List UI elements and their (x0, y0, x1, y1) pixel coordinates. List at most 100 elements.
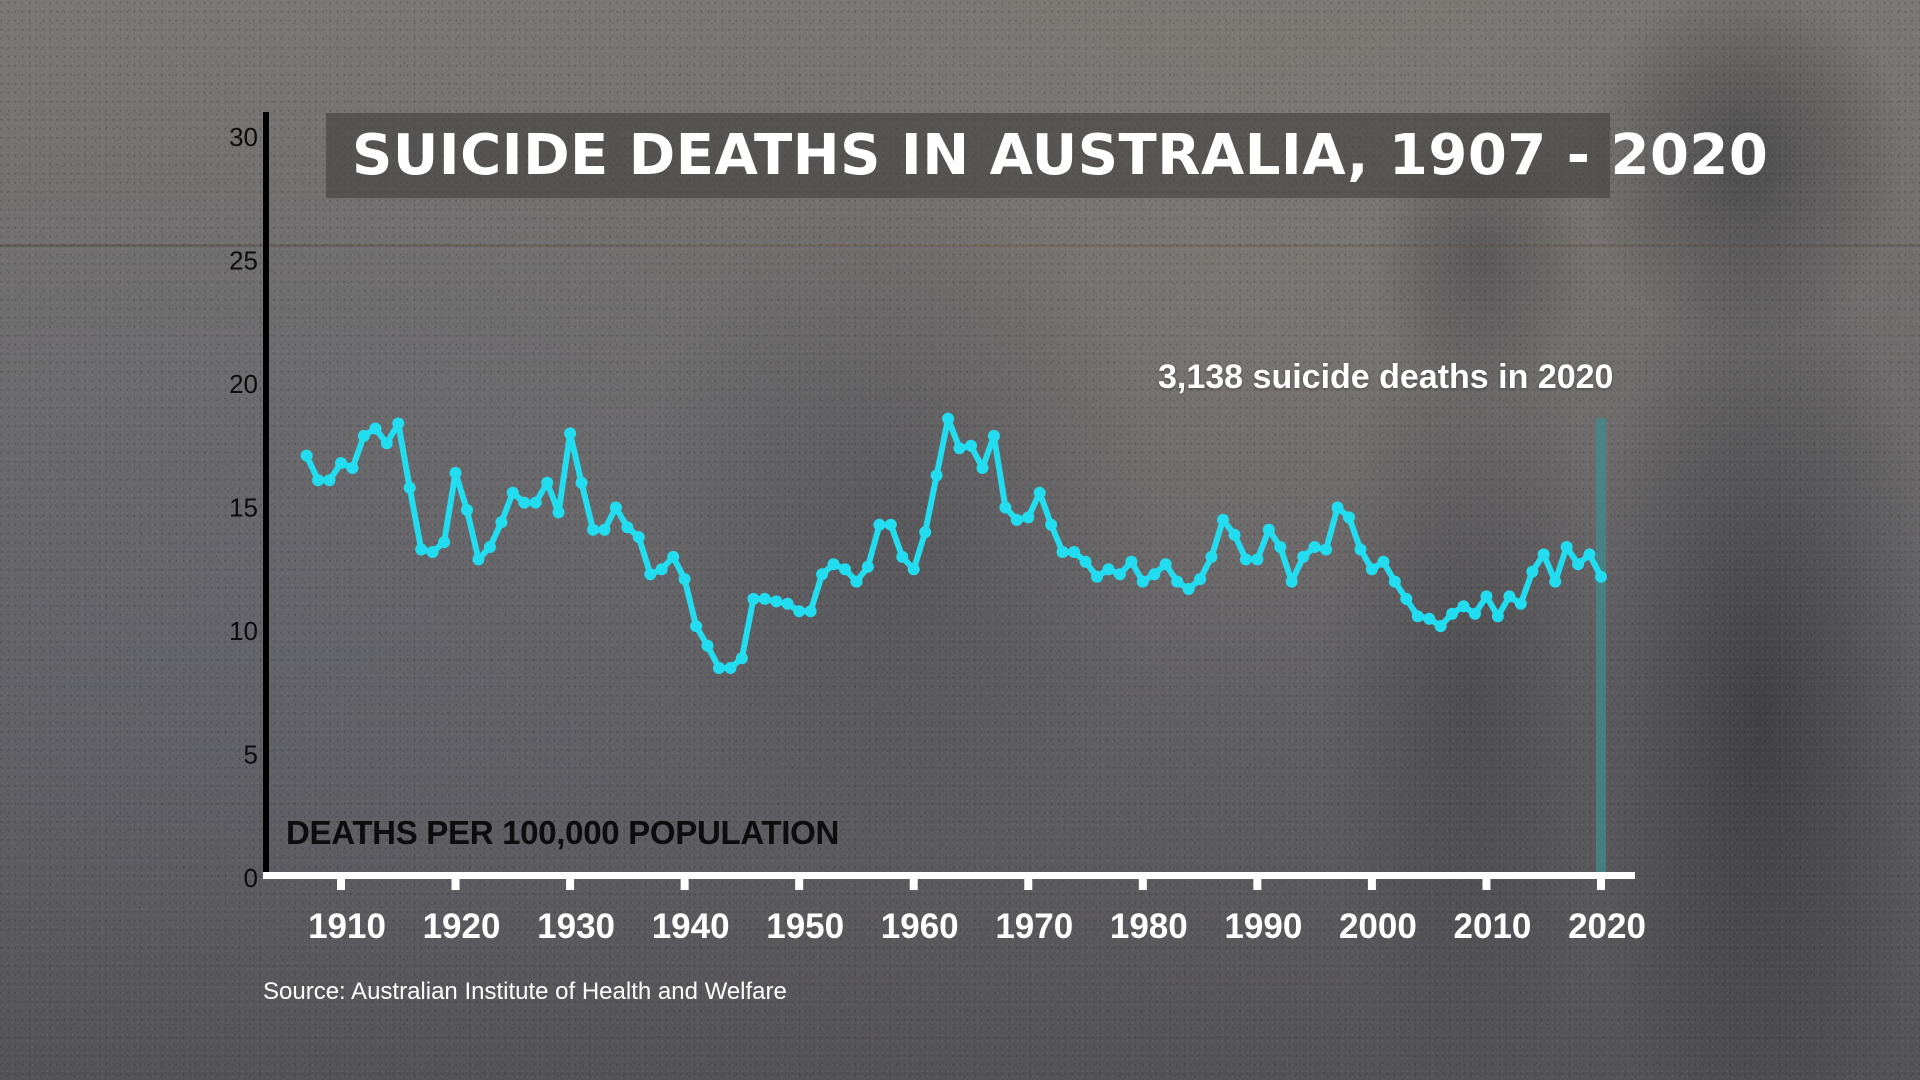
data-point (1480, 590, 1493, 603)
data-point (1526, 565, 1539, 578)
data-point (770, 595, 783, 608)
x-tick-mark (680, 878, 689, 890)
data-point (907, 563, 920, 576)
data-point (1033, 486, 1046, 499)
data-point (747, 592, 760, 605)
data-point (1079, 555, 1092, 568)
data-series (300, 412, 1607, 674)
x-tick-mark (795, 878, 804, 890)
data-point (1045, 518, 1058, 531)
x-tick-label: 1920 (423, 907, 501, 946)
data-point (495, 516, 508, 529)
data-point (1159, 558, 1172, 571)
data-point (1113, 568, 1126, 581)
x-tick-label: 1930 (537, 907, 615, 946)
data-point (839, 563, 851, 576)
marker-bar (1596, 418, 1606, 873)
data-point (1297, 550, 1310, 563)
data-point (1239, 553, 1252, 566)
y-axis-line (263, 112, 269, 879)
data-point (1125, 555, 1138, 568)
data-point (1056, 546, 1069, 558)
y-tick-label: 5 (244, 740, 258, 770)
data-point (1228, 528, 1241, 541)
data-point (1343, 511, 1355, 524)
x-axis-line (263, 872, 1635, 879)
data-point (1285, 575, 1298, 588)
x-tick-mark (451, 878, 460, 890)
data-point (1010, 513, 1023, 526)
data-point (1274, 541, 1287, 553)
data-point (1194, 573, 1207, 586)
data-point (735, 652, 748, 665)
data-point (1320, 543, 1333, 556)
source-note: Source: Australian Institute of Health a… (263, 978, 787, 1005)
data-point (1171, 575, 1184, 588)
data-point (724, 662, 737, 674)
x-tick-mark (1024, 878, 1033, 890)
data-point (827, 558, 840, 571)
data-point (1583, 548, 1596, 561)
x-tick-mark (1597, 878, 1605, 890)
data-point (965, 439, 977, 452)
data-point (335, 457, 347, 469)
series-line (303, 415, 1604, 671)
data-point (392, 417, 405, 430)
data-point (861, 560, 874, 573)
data-point (1595, 570, 1607, 583)
data-point (1308, 541, 1321, 553)
x-tick-mark (1253, 878, 1262, 890)
data-point (1148, 568, 1161, 581)
data-point (1102, 563, 1115, 576)
data-point (953, 442, 966, 455)
data-point (1537, 548, 1550, 561)
data-point (1354, 543, 1367, 556)
data-point (793, 605, 806, 618)
data-point (1469, 607, 1481, 620)
x-tick-mark (1367, 878, 1376, 890)
data-point (529, 496, 542, 509)
data-point (1400, 592, 1413, 605)
data-point (541, 476, 554, 489)
data-point (942, 412, 955, 425)
x-tick-label: 2020 (1568, 907, 1646, 946)
title-banner (326, 113, 1610, 198)
data-point (644, 568, 657, 581)
data-point (449, 466, 462, 479)
data-point (804, 605, 817, 618)
data-point (816, 568, 829, 581)
data-point (690, 620, 703, 633)
data-point (1514, 597, 1527, 610)
x-tick-mark (909, 878, 918, 890)
data-point (357, 429, 370, 442)
chart-title: SUICIDE DEATHS IN AUSTRALIA, 1907 - 2020 (352, 123, 1769, 188)
y-tick-label: 25 (229, 246, 258, 276)
x-tick-label: 1990 (1224, 907, 1302, 946)
data-point (1262, 523, 1275, 536)
x-axis-ticks: 1910 1920 1930 1940 1950 1960 1970 1980 1990 2000… (308, 878, 1646, 946)
data-point (781, 597, 794, 610)
data-point (850, 575, 863, 588)
data-point (919, 526, 932, 539)
data-point (1411, 610, 1424, 623)
data-point (346, 462, 359, 474)
y-axis-label: DEATHS PER 100,000 POPULATION (286, 814, 840, 851)
y-axis-ticks: 0 5 10 15 20 25 30 (229, 122, 258, 893)
data-point (758, 592, 771, 605)
data-point (1549, 575, 1562, 588)
data-point (678, 573, 691, 586)
data-point (461, 504, 473, 516)
data-point (896, 550, 909, 563)
data-point (403, 481, 416, 494)
y-tick-label: 15 (229, 493, 258, 523)
data-point (1491, 610, 1504, 623)
data-point (1022, 511, 1035, 524)
data-point (1136, 575, 1149, 588)
data-point (472, 553, 485, 566)
data-point (1091, 570, 1103, 583)
annotation-2020: 3,138 suicide deaths in 2020 (1158, 358, 1614, 396)
x-tick-mark (1138, 878, 1147, 890)
data-point (1331, 501, 1344, 514)
x-tick-mark (1482, 878, 1491, 890)
